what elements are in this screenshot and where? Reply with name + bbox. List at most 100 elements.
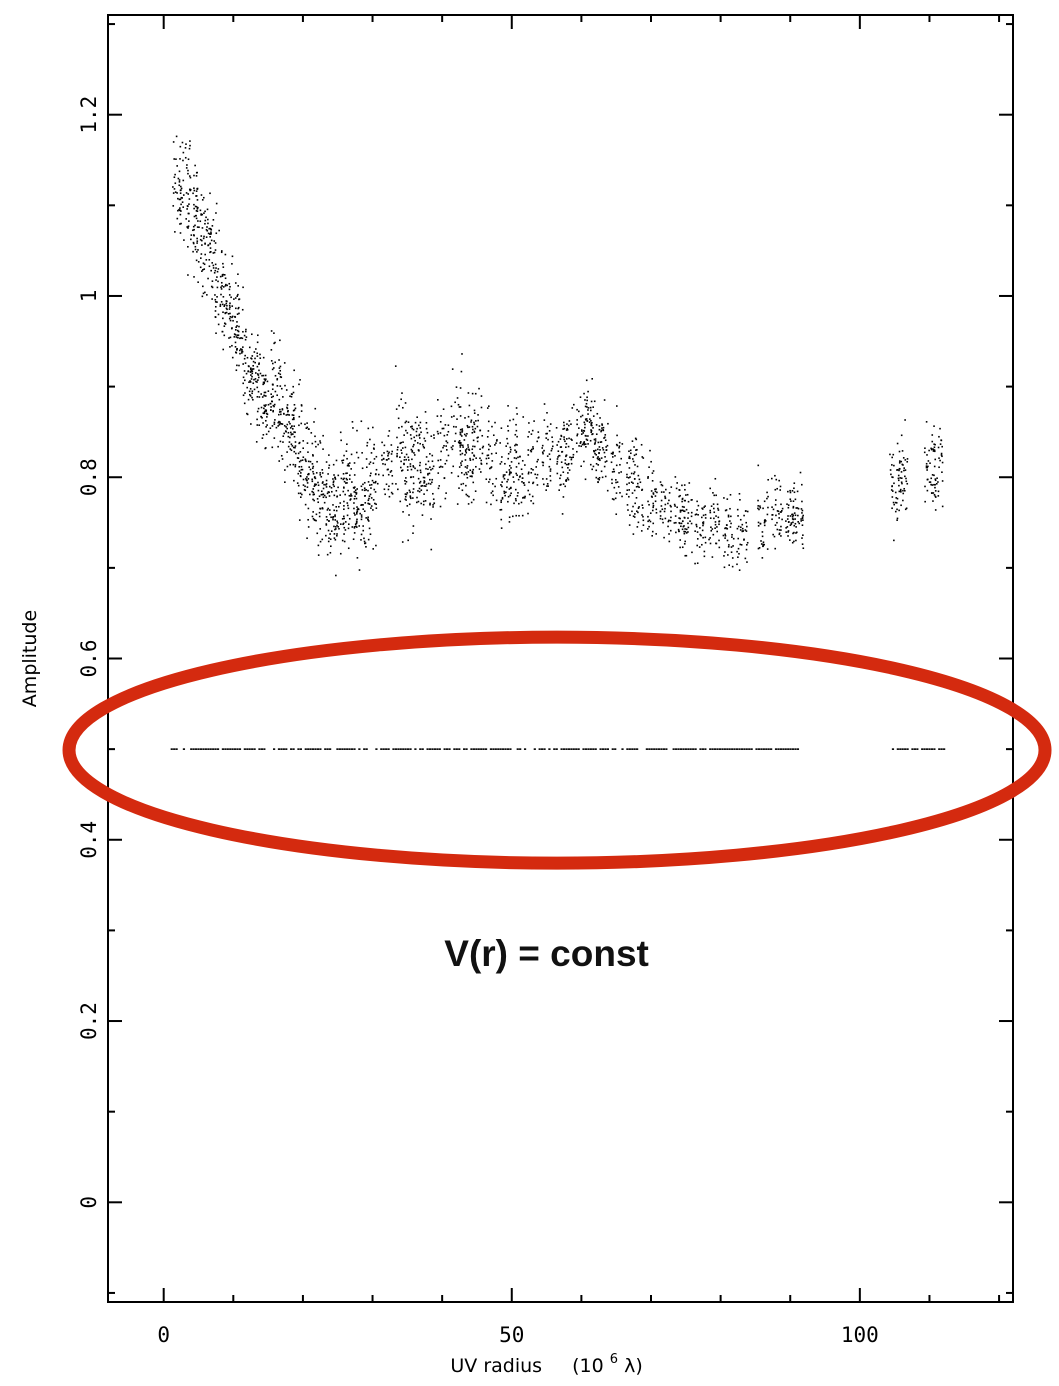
data-point (514, 444, 516, 447)
const-point (324, 748, 327, 750)
data-point (626, 462, 628, 464)
data-point (664, 497, 667, 499)
const-point (592, 748, 595, 750)
data-point (351, 526, 354, 528)
data-point (581, 414, 584, 417)
data-point (399, 500, 402, 503)
data-point (681, 484, 683, 487)
data-point (424, 500, 427, 502)
data-point (187, 158, 190, 161)
data-point (637, 507, 640, 509)
data-point (503, 492, 506, 494)
data-point (545, 432, 547, 435)
data-point (900, 460, 903, 463)
data-point (903, 469, 905, 472)
data-point (368, 497, 370, 500)
data-point (262, 383, 264, 386)
const-point (614, 748, 617, 750)
data-point (292, 409, 295, 412)
data-point (529, 449, 532, 452)
data-point (602, 428, 604, 431)
data-point (262, 412, 265, 415)
data-point (713, 517, 715, 520)
data-point (266, 416, 268, 418)
data-point (621, 495, 623, 498)
data-point (231, 344, 233, 347)
data-point (481, 434, 484, 437)
data-point (714, 521, 717, 523)
data-point (239, 349, 241, 352)
data-point (179, 189, 182, 192)
data-point (741, 530, 744, 533)
data-point (245, 336, 248, 338)
data-point (178, 184, 181, 187)
data-point (208, 233, 211, 235)
data-point (365, 517, 367, 519)
data-point (685, 494, 687, 496)
data-point (298, 383, 300, 386)
data-point (178, 179, 181, 181)
data-point (182, 179, 185, 182)
data-point (704, 517, 707, 519)
data-point (512, 515, 514, 518)
data-point (403, 434, 405, 436)
data-point (343, 477, 345, 480)
data-point (459, 428, 462, 431)
data-point (716, 530, 719, 533)
data-point (558, 489, 560, 491)
data-point (595, 469, 598, 472)
const-point (212, 748, 215, 750)
data-point (523, 484, 526, 486)
data-point (389, 471, 392, 473)
data-point (795, 507, 798, 509)
data-point (200, 253, 203, 255)
data-point (640, 530, 643, 532)
data-point (637, 521, 640, 524)
data-point (180, 222, 182, 225)
data-point (934, 490, 937, 492)
data-point (293, 409, 296, 411)
data-point (663, 491, 665, 493)
data-point (222, 348, 225, 351)
const-point (896, 748, 899, 750)
data-point (212, 267, 215, 269)
data-point (390, 491, 393, 494)
const-point (704, 748, 707, 750)
data-point (779, 485, 782, 488)
data-point (514, 449, 516, 452)
data-point (801, 517, 804, 520)
data-point (370, 472, 372, 475)
data-point (603, 465, 606, 468)
data-point (420, 502, 422, 505)
data-point (487, 443, 490, 446)
data-point (279, 408, 281, 411)
data-point (507, 429, 510, 432)
data-point (270, 400, 273, 403)
data-point (404, 402, 407, 404)
data-point (437, 487, 440, 490)
data-point (193, 276, 195, 278)
data-point (251, 372, 254, 375)
data-point (242, 382, 245, 385)
data-point (485, 478, 488, 481)
data-point (413, 436, 415, 439)
data-point (691, 551, 693, 554)
data-point (509, 451, 512, 453)
data-point (316, 460, 318, 463)
data-point (286, 406, 288, 409)
data-point (730, 515, 732, 518)
data-point (312, 465, 315, 468)
data-point (425, 427, 428, 430)
data-point (494, 485, 496, 488)
data-point (282, 435, 285, 437)
data-point (308, 466, 310, 468)
data-point (273, 403, 276, 406)
data-point (370, 507, 372, 509)
data-point (557, 440, 560, 443)
data-point (418, 482, 421, 484)
data-point (576, 433, 579, 435)
data-point (265, 410, 267, 413)
data-point (261, 437, 264, 439)
data-point (276, 385, 279, 387)
y-tick-label: 0 (77, 1196, 101, 1209)
